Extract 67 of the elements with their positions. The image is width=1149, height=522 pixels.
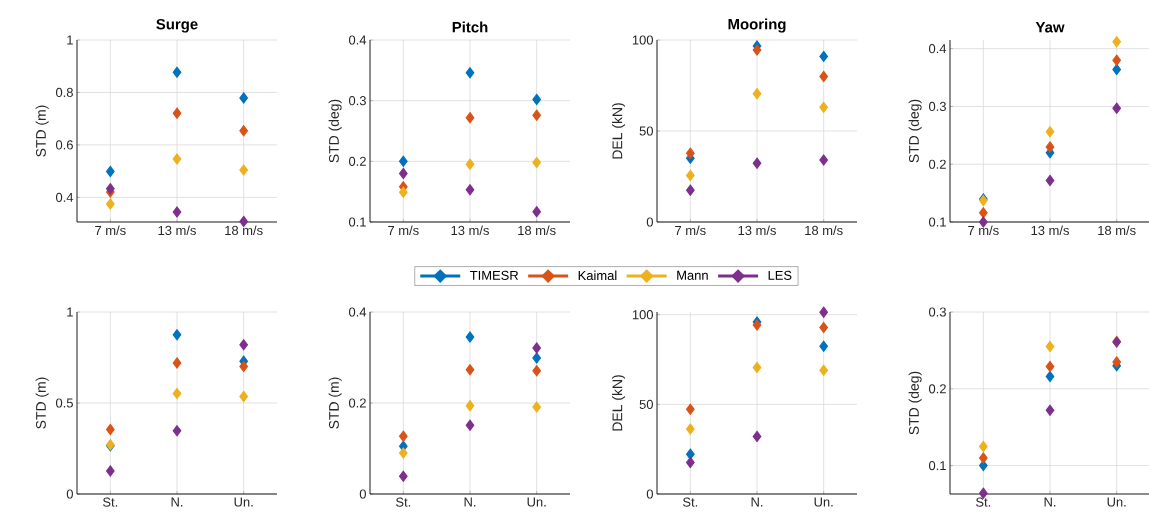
x-tick-label: 13 m/s <box>1031 225 1069 236</box>
y-axis-title: STD (deg) <box>328 99 342 163</box>
x-tick-label: 18 m/s <box>805 225 843 236</box>
y-tick-label: 50 <box>639 126 653 136</box>
y-tick-label: 0 <box>359 489 366 499</box>
y-tick-label: 0.2 <box>928 384 946 394</box>
y-tick-label: 100 <box>632 310 653 320</box>
y-tick-label: 0 <box>66 489 73 499</box>
chart-title: Yaw <box>1035 22 1065 33</box>
legend-label: TIMESR <box>470 270 519 280</box>
x-tick-label: St. <box>103 497 118 507</box>
y-tick-label: 1 <box>67 35 73 45</box>
x-tick-label: N. <box>751 497 763 507</box>
y-tick-label: 0.8 <box>55 87 73 98</box>
y-tick-label: 0.3 <box>928 101 946 112</box>
x-tick-label: St. <box>976 497 991 507</box>
x-tick-label: 18 m/s <box>225 225 263 236</box>
x-tick-label: 18 m/s <box>1098 225 1136 236</box>
x-tick-label: 13 m/s <box>451 225 489 236</box>
x-tick-label: Un. <box>234 497 253 507</box>
x-tick-label: 18 m/s <box>518 225 556 236</box>
chart-title: Pitch <box>452 21 488 33</box>
y-tick-label: 0.2 <box>348 398 366 408</box>
y-tick-label: 1 <box>67 307 73 317</box>
y-axis-title: DEL (kN) <box>612 103 626 159</box>
legend-label: Kaimal <box>578 270 617 281</box>
y-tick-label: 0.1 <box>348 217 366 227</box>
x-tick-label: 7 m/s <box>675 225 706 236</box>
y-tick-label: 0.1 <box>928 461 946 471</box>
y-tick-label: 0.4 <box>348 307 367 317</box>
y-tick-label: 0.4 <box>55 192 74 202</box>
x-tick-label: N. <box>1044 497 1056 507</box>
y-tick-label: 0 <box>646 489 653 499</box>
x-tick-label: 7 m/s <box>968 225 999 236</box>
y-axis-title: STD (deg) <box>908 99 922 163</box>
y-tick-label: 0.5 <box>55 398 73 408</box>
x-tick-label: Un. <box>1107 497 1126 507</box>
y-axis-title: DEL (kN) <box>612 375 626 431</box>
legend-label: Mann <box>677 270 708 280</box>
y-tick-label: 50 <box>639 399 653 409</box>
chart-title: Surge <box>156 18 198 33</box>
x-tick-label: 7 m/s <box>95 225 126 236</box>
x-tick-label: 7 m/s <box>388 225 419 236</box>
y-tick-label: 0.1 <box>928 217 946 227</box>
y-tick-label: 0 <box>646 217 653 227</box>
y-axis-title: STD (deg) <box>908 371 922 435</box>
legend-label: LES <box>768 270 792 280</box>
y-axis-title: STD (m) <box>328 377 342 429</box>
x-tick-label: 13 m/s <box>158 225 196 236</box>
y-axis-title: STD (m) <box>35 377 49 429</box>
y-tick-label: 100 <box>632 35 653 45</box>
y-axis-title: STD (m) <box>35 105 49 157</box>
x-tick-label: St. <box>396 497 411 507</box>
x-tick-label: St. <box>683 497 698 507</box>
y-tick-label: 0.4 <box>928 44 947 54</box>
x-tick-label: N. <box>171 497 183 507</box>
y-tick-label: 0.2 <box>348 156 366 166</box>
y-tick-label: 0.6 <box>55 140 73 150</box>
y-tick-label: 0.3 <box>928 307 946 317</box>
x-tick-label: Un. <box>527 497 546 507</box>
chart-title: Mooring <box>728 18 786 33</box>
y-tick-label: 0.4 <box>348 35 367 45</box>
x-tick-label: 13 m/s <box>738 225 776 236</box>
y-tick-label: 0.3 <box>348 96 366 106</box>
y-tick-label: 0.2 <box>928 159 946 169</box>
x-tick-label: N. <box>464 497 476 507</box>
x-tick-label: Un. <box>814 497 833 507</box>
